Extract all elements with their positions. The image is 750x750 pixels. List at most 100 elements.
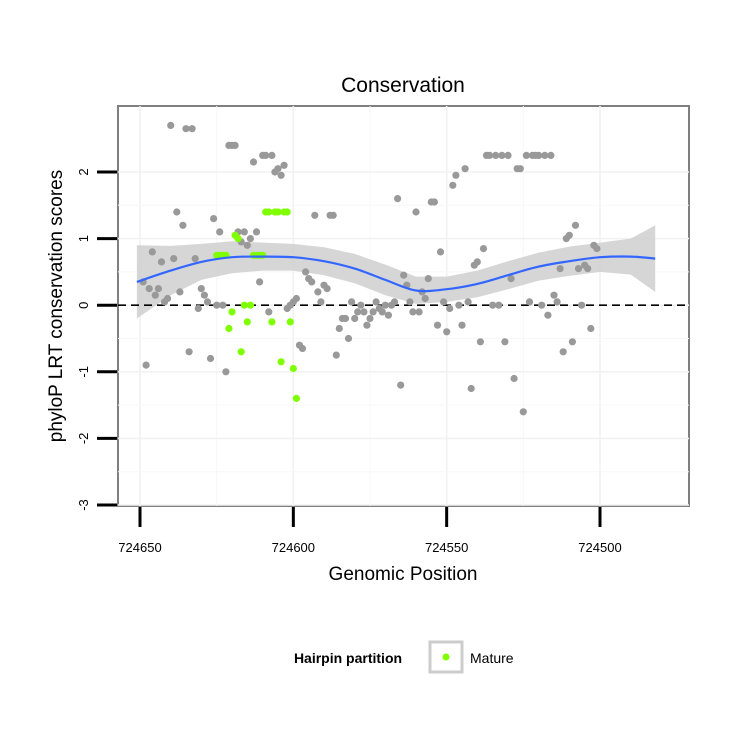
data-point [538, 301, 546, 309]
data-point [559, 348, 567, 356]
data-point [157, 258, 166, 266]
data-point [194, 304, 202, 313]
data-point [381, 301, 389, 309]
data-point [344, 334, 353, 343]
data-point [384, 311, 392, 319]
data-point [197, 285, 205, 293]
data-point [501, 338, 509, 346]
data-point [467, 384, 475, 393]
data-point [203, 298, 212, 306]
data-point [360, 308, 368, 316]
grid-lines [118, 106, 689, 506]
mature-point [277, 358, 285, 366]
data-point [446, 304, 454, 313]
data-point [541, 151, 549, 159]
data-point [507, 275, 515, 283]
smooth-fit-line [136, 255, 656, 293]
data-point [400, 271, 408, 279]
data-point [550, 291, 558, 299]
data-point [458, 321, 466, 329]
data-point [308, 278, 316, 286]
mature-point [240, 301, 248, 309]
mature-point [225, 324, 233, 333]
data-point [167, 121, 175, 129]
mature-point [268, 318, 276, 326]
data-point [486, 151, 494, 159]
y-tick-label: 2 [76, 168, 91, 175]
data-point [185, 348, 193, 356]
data-point [265, 308, 273, 316]
data-point [406, 298, 414, 306]
data-point [335, 324, 343, 333]
data-point [182, 125, 190, 133]
data-point [574, 265, 583, 273]
data-point [433, 321, 442, 329]
data-point [452, 171, 460, 179]
data-point [449, 181, 457, 189]
data-point [311, 211, 319, 219]
data-points [139, 121, 601, 416]
y-axis: -3 -2 -1 0 1 2 [76, 168, 117, 511]
data-point [274, 165, 282, 173]
data-point [440, 298, 448, 306]
data-point [525, 298, 534, 306]
data-point [154, 285, 162, 293]
data-point [280, 161, 288, 169]
data-point [489, 301, 497, 309]
data-point [535, 151, 543, 159]
data-point [329, 211, 337, 219]
data-point [363, 321, 371, 329]
data-point [341, 314, 350, 323]
data-point [516, 165, 524, 173]
data-point [571, 221, 580, 229]
mature-point [259, 251, 267, 259]
data-point [268, 151, 276, 159]
confidence-band [136, 225, 656, 319]
data-point [421, 294, 429, 303]
mature-point [283, 208, 291, 216]
data-point [547, 151, 555, 159]
mature-point [289, 364, 297, 373]
data-point [317, 298, 325, 306]
data-point [578, 301, 586, 309]
data-point [323, 285, 331, 293]
data-point [378, 308, 386, 316]
data-point [222, 368, 230, 376]
legend-key-dot [442, 653, 450, 661]
data-point [510, 374, 518, 383]
data-point [553, 298, 561, 306]
data-point [148, 248, 156, 256]
data-point [424, 275, 432, 283]
legend: Hairpin partition Mature [294, 640, 514, 674]
data-point [188, 125, 196, 133]
data-point [200, 291, 208, 299]
x-tick-label: 724650 [118, 540, 161, 555]
y-axis-title: phyloP LRT conservation scores [46, 170, 67, 443]
data-point [430, 198, 438, 206]
x-tick-label: 724600 [272, 540, 315, 555]
data-point [366, 314, 374, 323]
data-point [397, 381, 405, 389]
data-point [302, 268, 310, 276]
data-point [394, 195, 402, 203]
data-point [495, 301, 503, 309]
y-tick-label: -3 [76, 499, 91, 511]
data-point [164, 294, 172, 303]
data-point [246, 235, 254, 243]
x-axis: 724650 724600 724550 724500 [118, 507, 622, 555]
data-point [179, 221, 187, 229]
data-point [372, 298, 380, 306]
data-point [390, 298, 399, 306]
y-tick-label: -1 [76, 366, 91, 378]
legend-label-mature: Mature [470, 650, 514, 666]
data-point [443, 328, 451, 336]
data-point [412, 208, 420, 216]
data-point [556, 265, 564, 273]
data-point [176, 288, 184, 296]
data-point [593, 245, 601, 253]
data-point [252, 228, 261, 236]
data-point [216, 228, 224, 236]
legend-title: Hairpin partition [294, 650, 402, 666]
data-point [151, 291, 159, 299]
data-point [498, 151, 506, 159]
